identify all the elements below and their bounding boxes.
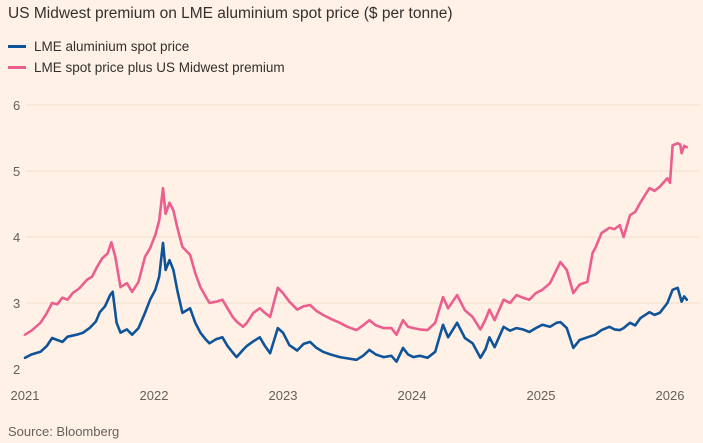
x-tick-label: 2024: [398, 388, 427, 403]
legend-swatch-lme: [8, 45, 26, 48]
y-tick-label: 2: [13, 362, 20, 377]
legend-item-premium: LME spot price plus US Midwest premium: [8, 57, 285, 78]
x-tick-label: 2026: [656, 388, 685, 403]
legend-label-premium: LME spot price plus US Midwest premium: [34, 60, 285, 75]
y-tick-label: 5: [13, 164, 20, 179]
y-tick-label: 4: [13, 230, 20, 245]
y-tick-label: 6: [13, 98, 20, 113]
x-tick-label: 2023: [269, 388, 298, 403]
series-line-lme: [23, 241, 689, 363]
x-tick-label: 2022: [140, 388, 169, 403]
legend: LME aluminium spot price LME spot price …: [8, 36, 285, 78]
legend-swatch-premium: [8, 66, 26, 69]
legend-label-lme: LME aluminium spot price: [34, 39, 190, 54]
source-note: Source: Bloomberg: [8, 424, 120, 439]
legend-item-lme: LME aluminium spot price: [8, 36, 285, 57]
gridlines: [26, 104, 700, 304]
series-line-premium: [23, 142, 689, 336]
y-axis: 2 3 4 5 6: [13, 98, 20, 377]
chart-title: US Midwest premium on LME aluminium spot…: [8, 5, 453, 22]
x-tick-label: 2025: [527, 388, 556, 403]
y-tick-label: 3: [13, 296, 20, 311]
x-tick-label: 2021: [11, 388, 40, 403]
series-lines: [23, 142, 689, 363]
x-axis: 2021 2022 2023 2024 2025 2026: [11, 388, 685, 403]
